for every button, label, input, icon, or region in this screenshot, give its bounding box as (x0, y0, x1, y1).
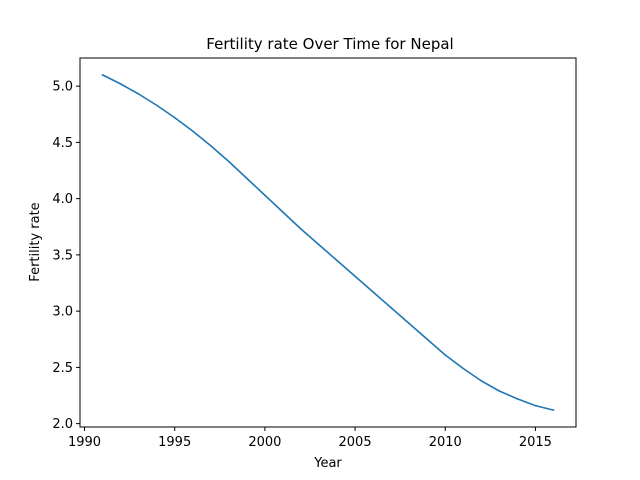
x-tick-label: 2010 (429, 435, 462, 450)
data-point (137, 93, 140, 95)
y-tick-label: 2.5 (52, 361, 73, 376)
data-point (209, 144, 212, 147)
y-tick-label: 2.0 (52, 417, 73, 432)
data-point (444, 354, 447, 356)
data-point (390, 306, 392, 309)
data-point (354, 275, 356, 278)
data-point (426, 338, 429, 341)
y-axis-label: Fertility rate (28, 202, 43, 281)
data-point (318, 243, 320, 246)
data-point (282, 211, 284, 213)
data-point (101, 74, 104, 76)
y-tick-label: 5.0 (52, 80, 73, 95)
data-point (246, 177, 248, 180)
data-point (498, 390, 501, 392)
data-point (191, 130, 194, 132)
data-point (372, 291, 374, 293)
data-point (155, 104, 158, 107)
x-tick-label: 2015 (519, 435, 552, 450)
y-tick-label: 3.0 (52, 305, 73, 320)
y-tick-label: 4.5 (52, 136, 73, 151)
data-point (462, 367, 465, 370)
x-tick-label: 2005 (339, 435, 372, 450)
plot-frame (79, 57, 577, 428)
data-point (300, 228, 302, 230)
plot-area (101, 74, 555, 411)
y-tick-label: 3.5 (52, 248, 73, 263)
series-line (101, 74, 555, 411)
data-point (119, 83, 122, 85)
chart-title: Fertility rate Over Time for Nepal (206, 35, 453, 53)
data-point (173, 116, 176, 119)
x-axis-label: Year (313, 456, 342, 471)
x-tick-label: 2000 (248, 435, 281, 450)
data-point (408, 322, 410, 325)
y-tick-label: 4.0 (52, 192, 73, 207)
data-point (228, 160, 230, 163)
data-point (336, 259, 338, 262)
x-tick-label: 1995 (158, 435, 191, 450)
x-axis: 1990 1995 2000 2005 2010 2015 (68, 427, 552, 450)
data-point (516, 398, 519, 400)
x-tick-label: 1990 (68, 435, 101, 450)
data-point (480, 380, 483, 382)
y-axis: 2.0 2.5 3.0 3.5 4.0 4.5 5.0 (52, 80, 80, 432)
data-point (552, 409, 555, 411)
data-point (264, 194, 266, 197)
data-point (534, 404, 537, 407)
